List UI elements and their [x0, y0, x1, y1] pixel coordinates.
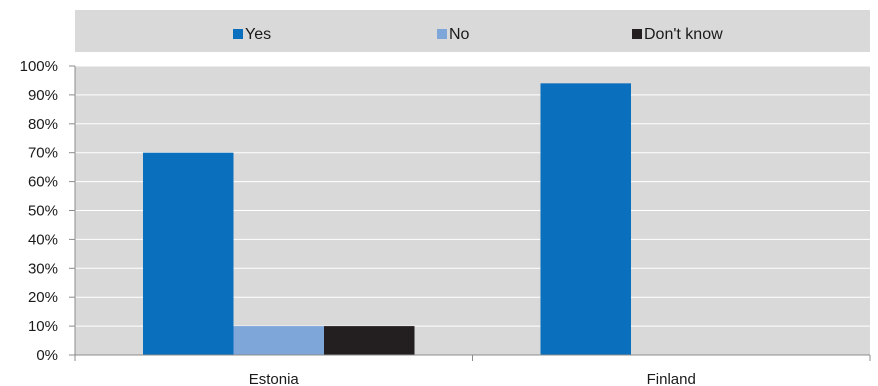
x-category-label: Estonia [249, 371, 300, 386]
y-axis-labels: 0% 10% 20% 30% 40% 50% 60% 70% 80% 90% 100% [20, 58, 58, 364]
y-tick-label: 60% [28, 174, 58, 191]
y-tick-label: 40% [28, 231, 58, 248]
y-tick-label: 10% [28, 318, 58, 335]
bar-estonia-no [233, 326, 324, 355]
legend-label: No [449, 26, 470, 43]
legend-box [75, 10, 870, 52]
bar-finland-yes [540, 83, 631, 355]
y-tick-label: 80% [28, 116, 58, 133]
bar-estonia-don-t-know [324, 326, 415, 355]
y-tick-label: 50% [28, 203, 58, 220]
bars [143, 83, 631, 355]
legend-swatch [632, 29, 642, 39]
legend-swatch [233, 29, 243, 39]
y-tick-label: 0% [36, 347, 58, 364]
legend-swatch [437, 29, 447, 39]
y-tick-label: 100% [20, 58, 58, 75]
legend-label: Yes [245, 26, 271, 43]
y-tick-label: 70% [28, 145, 58, 162]
x-axis-labels: Estonia Finland [249, 371, 696, 386]
y-tick-label: 20% [28, 289, 58, 306]
y-tick-label: 90% [28, 87, 58, 104]
y-tick-label: 30% [28, 260, 58, 277]
legend: Yes No Don't know [233, 26, 723, 43]
legend-label: Don't know [644, 26, 723, 43]
bar-estonia-yes [143, 152, 234, 355]
x-category-label: Finland [647, 371, 696, 386]
axes [69, 65, 871, 361]
